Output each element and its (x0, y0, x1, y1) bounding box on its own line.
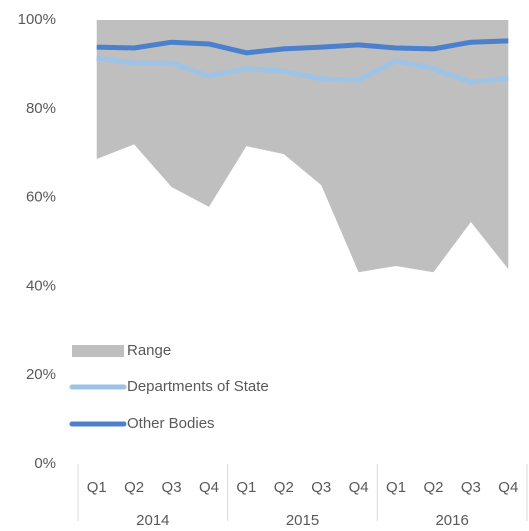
x-tick-label: Q4 (199, 479, 219, 496)
legend-label: Departments of State (127, 378, 269, 395)
group-label: 2016 (435, 512, 468, 529)
legend-swatch (72, 345, 124, 357)
group-label: 2015 (286, 512, 319, 529)
x-tick-label: Q4 (498, 479, 518, 496)
y-tick-label: 60% (26, 189, 56, 206)
range-area (96, 20, 509, 273)
y-tick-label: 100% (18, 11, 56, 28)
x-tick-label: Q2 (124, 479, 144, 496)
y-tick-label: 80% (26, 100, 56, 117)
x-tick-label: Q1 (87, 479, 107, 496)
x-tick-label: Q4 (349, 479, 369, 496)
x-tick-label: Q1 (386, 479, 406, 496)
x-tick-label: Q3 (162, 479, 182, 496)
series-line (96, 38, 509, 56)
x-tick-label: Q2 (274, 479, 294, 496)
y-tick-label: 40% (26, 277, 56, 294)
x-tick-label: Q2 (423, 479, 443, 496)
legend-label: Range (127, 342, 171, 359)
y-tick-label: 0% (34, 455, 56, 472)
series-line (96, 55, 509, 85)
x-tick-label: Q1 (236, 479, 256, 496)
legend-label: Other Bodies (127, 415, 215, 432)
x-tick-label: Q3 (311, 479, 331, 496)
group-label: 2014 (136, 512, 169, 529)
y-tick-label: 20% (26, 366, 56, 383)
x-tick-label: Q3 (461, 479, 481, 496)
